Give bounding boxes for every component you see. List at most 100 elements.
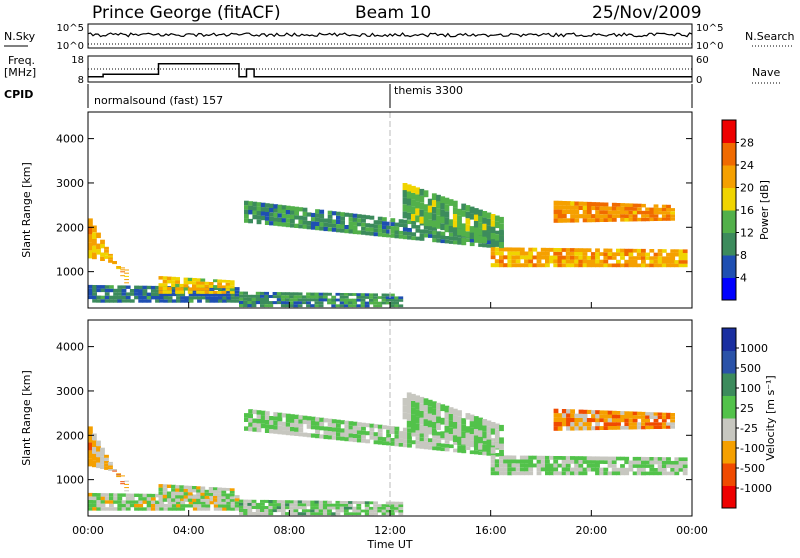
heatmap-cell: [264, 499, 269, 503]
heatmap-cell: [314, 298, 320, 302]
heatmap-cell: [96, 285, 102, 289]
heatmap-cell: [494, 471, 500, 476]
heatmap-cell: [222, 501, 227, 505]
heatmap-cell: [335, 509, 341, 513]
heatmap-cell: [390, 233, 396, 238]
heatmap-cell: [385, 293, 391, 297]
heatmap-cell: [444, 444, 450, 448]
heatmap-cell: [453, 233, 458, 237]
heatmap-cell: [632, 425, 638, 430]
heatmap-cell: [289, 298, 295, 302]
heatmap-cell: [545, 471, 550, 476]
heatmap-cell: [561, 467, 567, 472]
heatmap-cell: [229, 493, 235, 497]
heatmap-cell: [603, 460, 609, 464]
heatmap-cell: [641, 456, 646, 461]
heatmap-cell: [208, 492, 214, 496]
heatmap-cell: [361, 426, 366, 431]
heatmap-cell: [179, 488, 185, 492]
heatmap-cell: [440, 443, 446, 448]
heatmap-cell: [171, 286, 177, 290]
heatmap-cell: [461, 438, 467, 445]
freq-label: Freq.: [8, 54, 35, 67]
heatmap-cell: [239, 505, 244, 509]
xtick-label: 12:00: [374, 524, 406, 537]
heatmap-cell: [406, 191, 412, 199]
heatmap-cell: [590, 463, 596, 468]
heatmap-cell: [377, 428, 383, 433]
heatmap-cell: [586, 463, 592, 468]
heatmap-cell: [607, 206, 613, 211]
nsearch-label: N.Search: [745, 30, 795, 43]
heatmap-cell: [221, 499, 227, 502]
heatmap-cell: [92, 299, 97, 303]
heatmap-cell: [386, 225, 391, 230]
heatmap-cell: [398, 230, 404, 235]
heatmap-cell: [108, 255, 113, 258]
heatmap-cell: [158, 276, 164, 280]
heatmap-cell: [113, 493, 118, 497]
heatmap-cell: [217, 487, 222, 491]
ytick-label: 3000: [56, 177, 84, 190]
xtick-label: 04:00: [173, 524, 205, 537]
heatmap-cell: [670, 249, 676, 253]
heatmap-cell: [553, 467, 559, 472]
heatmap-cell: [150, 296, 156, 300]
heatmap-cell: [104, 249, 109, 253]
heatmap-cell: [213, 490, 218, 494]
heatmap-cell: [390, 222, 396, 226]
heatmap-cell: [461, 431, 467, 438]
power-colorbar-label: Power [dB]: [758, 180, 771, 240]
heatmap-cell: [204, 495, 210, 499]
heatmap-cell: [331, 295, 337, 299]
heatmap-cell: [256, 419, 262, 424]
cpid-segment-1: normalsound (fast) 157: [94, 94, 223, 107]
nsky-trace: [87, 32, 693, 45]
heatmap-cell: [322, 292, 328, 296]
heatmap-cell: [511, 459, 517, 464]
heatmap-band: [158, 484, 235, 502]
heatmap-cell: [200, 287, 206, 291]
heatmap-cell: [277, 204, 283, 209]
heatmap-cell: [561, 218, 567, 223]
heatmap-cell: [302, 415, 308, 420]
heatmap-cell: [586, 409, 592, 414]
heatmap-cell: [225, 288, 231, 292]
heatmap-cell: [553, 205, 559, 210]
heatmap-cell: [402, 427, 408, 432]
heatmap-cell: [335, 292, 341, 296]
heatmap-cell: [180, 504, 186, 508]
heatmap-cell: [348, 437, 354, 442]
heatmap-cell: [398, 438, 404, 443]
heatmap-cell: [318, 506, 324, 510]
heatmap-cell: [243, 508, 248, 512]
heatmap-cell: [519, 263, 525, 268]
heatmap-cell: [88, 442, 93, 451]
heatmap-cell: [661, 471, 667, 476]
heatmap-cell: [582, 214, 588, 219]
heatmap-cell: [398, 296, 404, 300]
heatmap-cell: [88, 500, 93, 504]
heatmap-cell: [574, 201, 580, 206]
heatmap-cell: [331, 223, 337, 228]
heatmap-cell: [444, 197, 450, 205]
heatmap-cell: [217, 493, 222, 497]
ytick-label: 1000: [56, 266, 84, 279]
heatmap-cell: [129, 289, 135, 293]
heatmap-cell: [653, 252, 659, 257]
heatmap-cell: [239, 499, 244, 503]
heatmap-cell: [611, 418, 617, 423]
heatmap-cell: [171, 495, 176, 499]
heatmap-cell: [611, 414, 617, 419]
heatmap-cell: [666, 214, 671, 218]
heatmap-cell: [440, 239, 446, 244]
heatmap-cell: [200, 498, 206, 502]
heatmap-cell: [448, 427, 454, 434]
heatmap-cell: [641, 252, 646, 257]
heatmap-cell: [134, 285, 139, 289]
nsearch-tick-bottom: 10^0: [696, 41, 723, 52]
heatmap-cell: [540, 463, 546, 468]
heatmap-cell: [386, 229, 391, 234]
heatmap-cell: [574, 463, 579, 468]
